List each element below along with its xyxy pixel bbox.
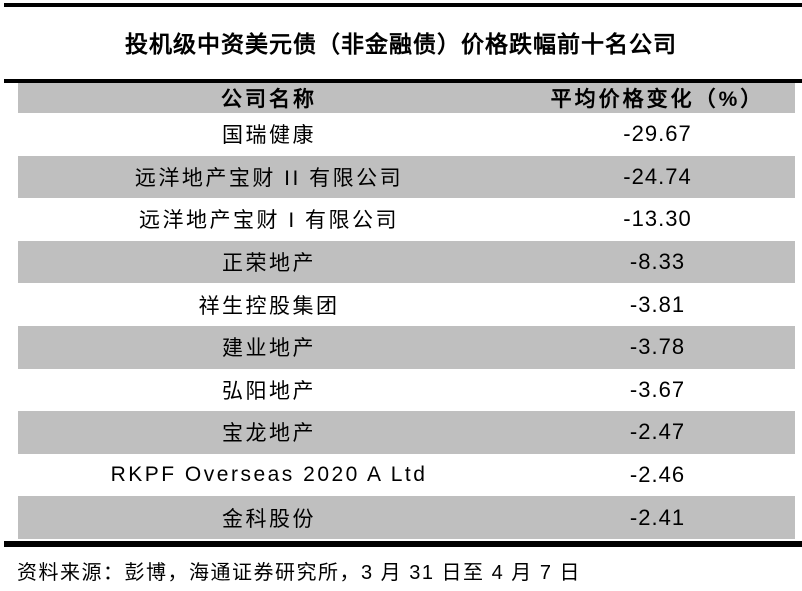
price-decline-table: 公司名称 平均价格变化（%） 国瑞健康 -29.67 远洋地产宝财 II 有限公… bbox=[18, 83, 795, 539]
change-column-header: 平均价格变化（%） bbox=[550, 88, 765, 111]
table-body: 国瑞健康 -29.67 远洋地产宝财 II 有限公司 -24.74 远洋地产宝财… bbox=[18, 113, 795, 539]
table-row: 弘阳地产 -3.67 bbox=[18, 369, 795, 412]
change-cell: -8.33 bbox=[629, 249, 686, 275]
change-cell: -2.46 bbox=[629, 462, 686, 488]
source-note: 资料来源：彭博，海通证券研究所，3 月 31 日至 4 月 7 日 bbox=[17, 562, 582, 584]
company-cell: 祥生控股集团 bbox=[198, 294, 340, 318]
company-column-header: 公司名称 bbox=[221, 88, 317, 111]
company-cell: 金科股份 bbox=[222, 507, 316, 531]
table-row: 祥生控股集团 -3.81 bbox=[18, 283, 795, 326]
company-cell: 弘阳地产 bbox=[222, 379, 316, 403]
table-row: 建业地产 -3.78 bbox=[18, 325, 795, 369]
company-cell: 远洋地产宝财 I 有限公司 bbox=[138, 209, 399, 233]
change-cell: -24.74 bbox=[623, 163, 692, 189]
change-cell: -3.67 bbox=[629, 376, 686, 402]
company-cell: 正荣地产 bbox=[222, 252, 316, 276]
header-top-rule-divider bbox=[4, 79, 802, 83]
change-cell: -29.67 bbox=[623, 121, 692, 147]
company-cell: 建业地产 bbox=[222, 337, 316, 361]
top-rule-divider bbox=[4, 3, 802, 7]
change-cell: -3.78 bbox=[629, 334, 686, 360]
change-cell: -2.47 bbox=[629, 419, 686, 445]
table-title: 投机级中资美元债（非金融债）价格跌幅前十名公司 bbox=[125, 31, 677, 57]
table-header-row: 公司名称 平均价格变化（%） bbox=[18, 83, 795, 113]
table-row: 宝龙地产 -2.47 bbox=[18, 411, 795, 454]
bottom-rule-divider bbox=[4, 541, 802, 547]
table-row: RKPF Overseas 2020 A Ltd -2.46 bbox=[18, 454, 795, 497]
table-row: 正荣地产 -8.33 bbox=[18, 240, 795, 284]
table-row: 远洋地产宝财 II 有限公司 -24.74 bbox=[18, 155, 795, 199]
change-cell: -3.81 bbox=[629, 291, 686, 317]
table-row: 远洋地产宝财 I 有限公司 -13.30 bbox=[18, 198, 795, 241]
table-row: 国瑞健康 -29.67 bbox=[18, 113, 795, 156]
company-cell: 国瑞健康 bbox=[222, 124, 316, 148]
company-cell: 远洋地产宝财 II 有限公司 bbox=[134, 166, 404, 190]
table-row: 金科股份 -2.41 bbox=[18, 496, 795, 539]
change-cell: -13.30 bbox=[623, 206, 692, 232]
company-cell: 宝龙地产 bbox=[222, 422, 316, 446]
change-cell: -2.41 bbox=[629, 504, 686, 530]
company-cell: RKPF Overseas 2020 A Ltd bbox=[110, 463, 428, 487]
